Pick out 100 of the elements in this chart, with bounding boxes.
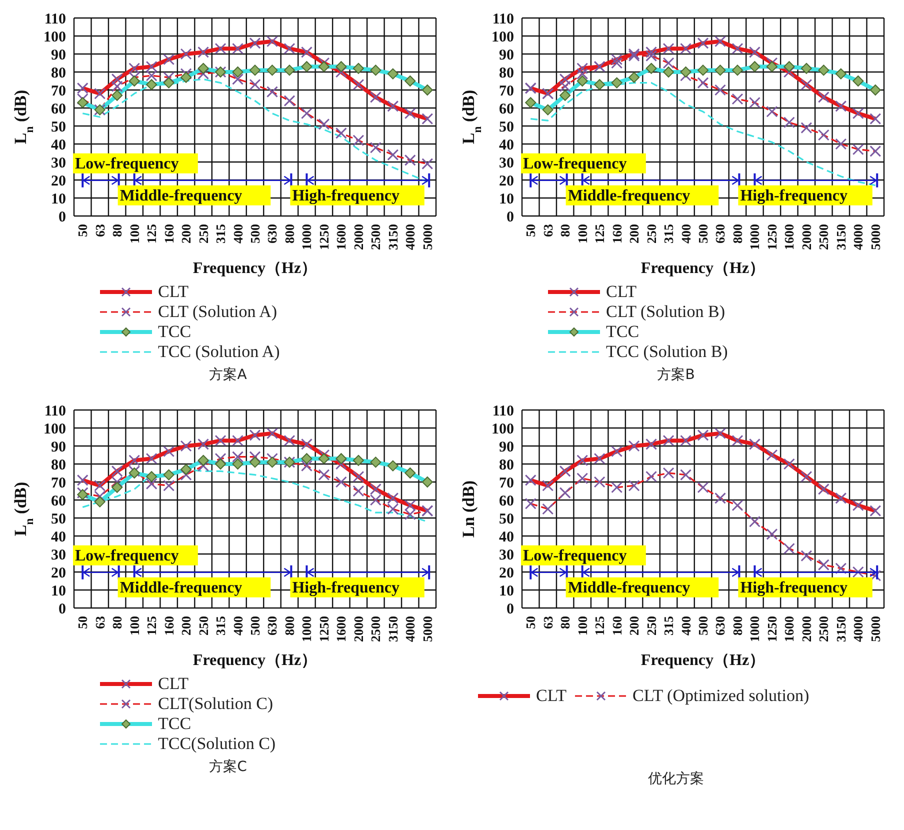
y-axis-title: Ln (dB) <box>459 480 478 538</box>
x-axis-title: Frequency（Hz） <box>192 260 318 277</box>
x-axis-title: Frequency（Hz） <box>640 260 766 277</box>
x-tick-label: 200 <box>626 224 642 244</box>
x-tick-label: 1250 <box>764 616 780 642</box>
x-tick-label: 125 <box>592 224 608 244</box>
x-tick-label: 250 <box>644 616 659 636</box>
y-tick-label: 100 <box>492 421 514 438</box>
highlighted-label: High-frequency <box>738 185 872 206</box>
x-tick-label: 4000 <box>850 616 866 642</box>
x-tick-label: 800 <box>282 616 297 636</box>
x-tick-label: 2500 <box>816 616 832 642</box>
x-tick-label: 3150 <box>385 224 400 250</box>
x-tick-label: 63 <box>92 616 108 629</box>
x-tick-label: 5000 <box>420 616 435 642</box>
text: 方案B <box>656 366 696 385</box>
x-tick-label: 315 <box>661 616 676 636</box>
annotation: Low-frequency <box>75 155 179 172</box>
x-tick-label: 100 <box>126 224 142 244</box>
x-tick-label: 2500 <box>816 224 832 250</box>
y-tick-label: 60 <box>51 493 66 510</box>
x-tick-label: 63 <box>540 616 556 629</box>
x-tick-label: 125 <box>592 616 608 636</box>
y-tick-label: 80 <box>499 65 514 82</box>
y-tick-label: 90 <box>51 47 66 64</box>
x-tick-label: 400 <box>230 224 246 244</box>
legend-label: TCC <box>158 322 192 342</box>
annotation: Middle-frequency <box>120 187 242 204</box>
x-tick-label: 800 <box>730 224 745 244</box>
x-tick-label: 800 <box>730 616 745 636</box>
x-tick-label: 2000 <box>798 616 814 642</box>
highlighted-label: High-frequency <box>738 577 872 598</box>
x-tick-label: 250 <box>196 224 211 244</box>
y-tick-label: 70 <box>499 83 514 100</box>
legend-label: CLT(Solution C) <box>158 694 274 714</box>
x-tick-label: 315 <box>661 224 676 244</box>
x-tick-label: 4000 <box>850 224 866 250</box>
legend-label: CLT <box>536 686 567 706</box>
highlighted-label: High-frequency <box>290 185 424 206</box>
x-tick-label: 200 <box>626 616 642 636</box>
y-tick-label: 0 <box>58 209 66 226</box>
x-tick-label: 2000 <box>798 224 814 250</box>
x-tick-label: 400 <box>678 616 694 636</box>
y-tick-label: 100 <box>492 29 514 46</box>
y-tick-label: 90 <box>499 439 514 456</box>
highlighted-label: Middle-frequency <box>118 185 271 206</box>
x-tick-label: 5000 <box>420 224 435 250</box>
annotation: Middle-frequency <box>120 579 242 596</box>
x-tick-label: 125 <box>144 616 160 636</box>
x-tick-label: 4000 <box>402 224 418 250</box>
y-tick-label: 110 <box>492 403 514 420</box>
x-tick-label: 1600 <box>782 616 797 642</box>
y-tick-label: 0 <box>506 209 514 226</box>
x-tick-label: 630 <box>264 224 280 244</box>
y-tick-label: 90 <box>51 439 66 456</box>
annotation: Middle-frequency <box>568 579 690 596</box>
x-tick-label: 630 <box>264 616 280 636</box>
x-tick-label: 50 <box>75 616 90 629</box>
x-tick-label: 250 <box>644 224 659 244</box>
y-tick-label: 10 <box>51 191 66 208</box>
highlighted-label: Low-frequency <box>521 153 646 174</box>
highlighted-label: Low-frequency <box>73 153 198 174</box>
legend-label: CLT <box>606 282 637 302</box>
x-tick-label: 2000 <box>350 224 366 250</box>
x-tick-label: 160 <box>161 224 176 244</box>
x-tick-label: 1600 <box>334 224 349 250</box>
x-tick-label: 500 <box>248 616 262 636</box>
y-tick-label: 20 <box>499 565 514 582</box>
highlighted-label: Middle-frequency <box>566 185 719 206</box>
x-tick-label: 1000 <box>747 616 762 642</box>
x-tick-label: 63 <box>540 224 556 237</box>
x-tick-label: 500 <box>696 616 710 636</box>
x-tick-label: 630 <box>712 616 728 636</box>
highlighted-label: Middle-frequency <box>118 577 271 598</box>
x-tick-label: 1600 <box>334 616 349 642</box>
y-tick-label: 50 <box>499 119 514 136</box>
y-tick-label: 0 <box>506 601 514 618</box>
y-tick-label: 70 <box>51 83 66 100</box>
highlighted-label: Low-frequency <box>521 545 646 566</box>
x-tick-label: 1250 <box>316 616 332 642</box>
x-tick-label: 80 <box>110 616 125 629</box>
text: 方案C <box>208 758 248 777</box>
x-tick-label: 80 <box>110 224 125 237</box>
y-tick-label: 50 <box>51 511 66 528</box>
x-tick-label: 160 <box>161 616 176 636</box>
y-tick-label: 80 <box>499 457 514 474</box>
y-tick-label: 100 <box>44 29 66 46</box>
annotation: High-frequency <box>740 187 848 204</box>
y-tick-label: 40 <box>51 137 66 154</box>
x-tick-label: 2000 <box>350 616 366 642</box>
y-tick-label: 20 <box>51 173 66 190</box>
x-tick-label: 800 <box>282 224 297 244</box>
x-tick-label: 3150 <box>833 224 848 250</box>
x-tick-label: 1600 <box>782 224 797 250</box>
legend-label: TCC(Solution C) <box>158 734 276 754</box>
y-tick-label: 0 <box>58 601 66 618</box>
x-tick-label: 500 <box>696 224 710 244</box>
x-tick-label: 1000 <box>747 224 762 250</box>
x-tick-label: 315 <box>213 224 228 244</box>
x-tick-label: 315 <box>213 616 228 636</box>
